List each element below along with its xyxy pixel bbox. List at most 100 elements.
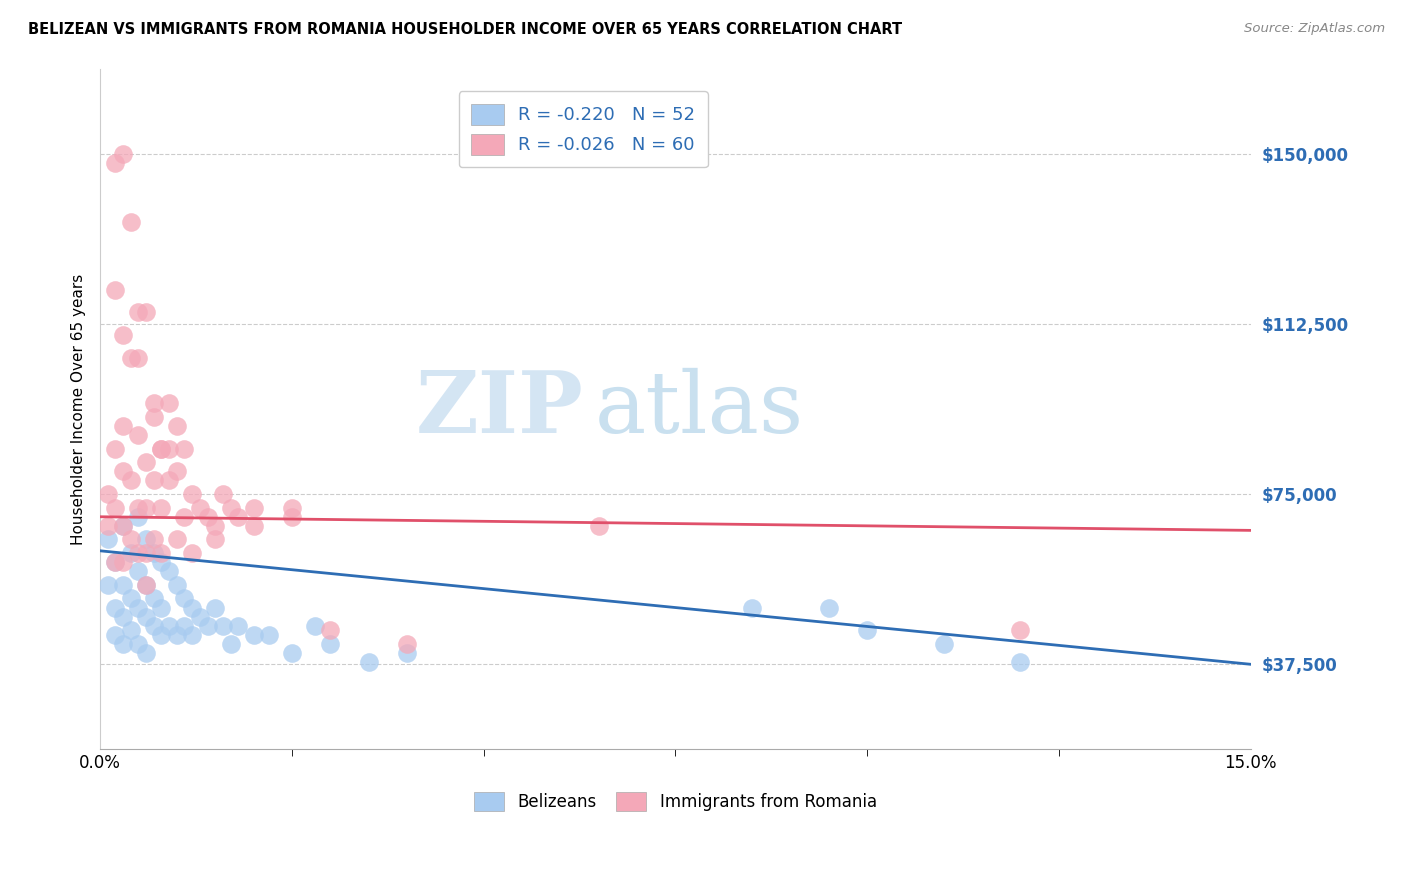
Point: [120, 591, 142, 606]
Point: [173, 591, 195, 606]
Point: [150, 555, 173, 569]
Point: [211, 618, 233, 632]
Point: [142, 409, 165, 424]
Point: [242, 500, 264, 515]
Point: [319, 637, 342, 651]
Point: [304, 618, 326, 632]
Point: [357, 655, 380, 669]
Point: [181, 487, 204, 501]
Point: [127, 500, 149, 515]
Point: [127, 351, 149, 365]
Point: [142, 591, 165, 606]
Point: [181, 600, 204, 615]
Point: [112, 609, 135, 624]
Point: [281, 646, 304, 660]
Point: [127, 305, 149, 319]
Point: [97, 533, 120, 547]
Point: [120, 533, 142, 547]
Point: [197, 509, 219, 524]
Point: [120, 624, 142, 638]
Point: [127, 428, 149, 442]
Point: [112, 578, 135, 592]
Point: [157, 396, 180, 410]
Point: [120, 546, 142, 560]
Legend: Belizeans, Immigrants from Romania: Belizeans, Immigrants from Romania: [463, 780, 889, 822]
Point: [181, 628, 204, 642]
Point: [166, 464, 188, 478]
Point: [281, 500, 304, 515]
Point: [112, 464, 135, 478]
Point: [226, 509, 249, 524]
Point: [226, 618, 249, 632]
Point: [135, 500, 157, 515]
Point: [104, 628, 127, 642]
Point: [856, 624, 879, 638]
Point: [142, 533, 165, 547]
Point: [166, 419, 188, 434]
Point: [166, 533, 188, 547]
Point: [157, 474, 180, 488]
Point: [173, 618, 195, 632]
Point: [242, 628, 264, 642]
Point: [127, 637, 149, 651]
Point: [112, 519, 135, 533]
Point: [157, 564, 180, 578]
Point: [120, 215, 142, 229]
Point: [242, 519, 264, 533]
Text: ZIP: ZIP: [416, 367, 583, 451]
Point: [112, 419, 135, 434]
Point: [219, 637, 242, 651]
Point: [135, 646, 157, 660]
Point: [157, 442, 180, 456]
Point: [142, 396, 165, 410]
Point: [211, 487, 233, 501]
Point: [127, 546, 149, 560]
Text: BELIZEAN VS IMMIGRANTS FROM ROMANIA HOUSEHOLDER INCOME OVER 65 YEARS CORRELATION: BELIZEAN VS IMMIGRANTS FROM ROMANIA HOUS…: [28, 22, 903, 37]
Point: [120, 474, 142, 488]
Point: [142, 618, 165, 632]
Point: [142, 546, 165, 560]
Point: [150, 442, 173, 456]
Point: [173, 509, 195, 524]
Point: [104, 155, 127, 169]
Point: [157, 618, 180, 632]
Point: [127, 564, 149, 578]
Point: [112, 146, 135, 161]
Point: [150, 600, 173, 615]
Point: [1010, 624, 1032, 638]
Point: [127, 600, 149, 615]
Point: [104, 555, 127, 569]
Point: [204, 600, 226, 615]
Point: [112, 328, 135, 343]
Point: [219, 500, 242, 515]
Point: [257, 628, 280, 642]
Point: [150, 442, 173, 456]
Point: [112, 555, 135, 569]
Point: [741, 600, 763, 615]
Point: [112, 637, 135, 651]
Point: [104, 555, 127, 569]
Point: [181, 546, 204, 560]
Point: [150, 628, 173, 642]
Point: [395, 637, 418, 651]
Point: [817, 600, 839, 615]
Point: [104, 283, 127, 297]
Point: [127, 509, 149, 524]
Point: [204, 519, 226, 533]
Point: [135, 455, 157, 469]
Point: [166, 628, 188, 642]
Point: [395, 646, 418, 660]
Point: [142, 474, 165, 488]
Point: [150, 546, 173, 560]
Point: [97, 519, 120, 533]
Point: [97, 578, 120, 592]
Point: [135, 578, 157, 592]
Point: [135, 578, 157, 592]
Point: [173, 442, 195, 456]
Point: [112, 519, 135, 533]
Point: [135, 305, 157, 319]
Point: [932, 637, 955, 651]
Point: [135, 533, 157, 547]
Point: [588, 519, 610, 533]
Point: [319, 624, 342, 638]
